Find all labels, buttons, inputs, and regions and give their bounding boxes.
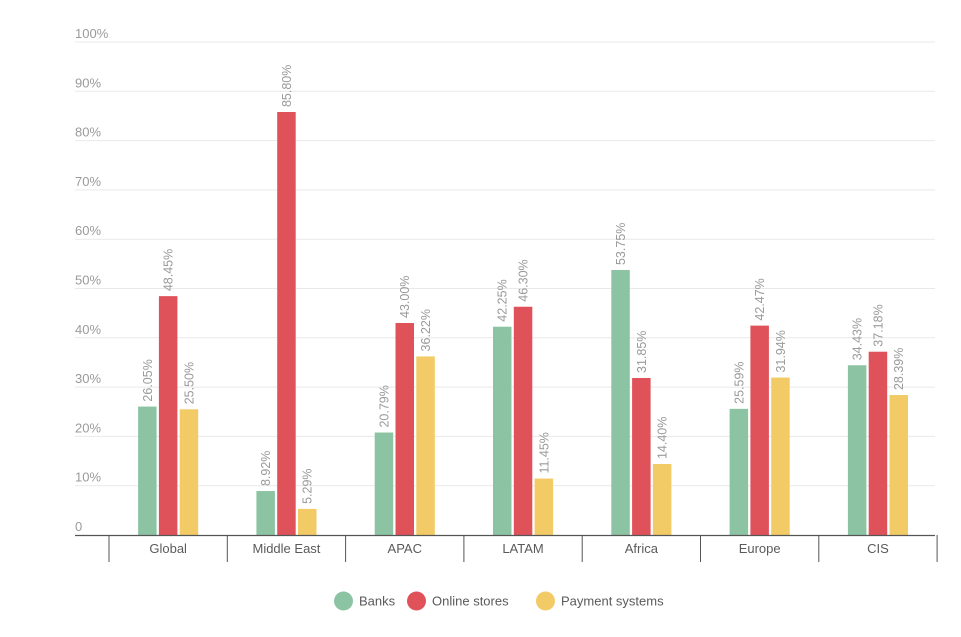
data-label-payment-systems-cis: 28.39% (892, 348, 906, 390)
y-tick-label-100: 100% (75, 26, 109, 41)
y-tick-label-40: 40% (75, 322, 101, 337)
data-label-banks-global: 26.05% (141, 359, 155, 401)
bar-banks-apac (374, 432, 394, 535)
legend-item-payment-systems: Payment systems (536, 591, 664, 611)
data-label-online-stores-middle-east: 85.80% (280, 65, 294, 107)
y-axis-ticks: 0 10% 20% 30% 40% 50% 60% 70% 80% 90% 100% (75, 26, 109, 534)
legend-label-payment-systems: Payment systems (561, 594, 664, 609)
legend-swatch-banks (334, 591, 353, 611)
bar-banks-global (138, 406, 157, 535)
data-label-online-stores-europe: 42.47% (753, 278, 767, 320)
bar-banks-cis (847, 365, 867, 535)
legend: Banks Online stores Payment systems (334, 591, 664, 611)
data-label-payment-systems-latam: 11.45% (537, 432, 551, 473)
x-tick-label-latam: LATAM (502, 541, 543, 556)
legend-item-banks: Banks (334, 591, 396, 611)
bar-online-stores-middle-east (277, 112, 296, 536)
bar-online-stores-africa (632, 377, 651, 535)
bar-payment-systems-africa (652, 464, 672, 535)
x-tick-label-cis: CIS (867, 541, 889, 556)
data-label-online-stores-global: 48.45% (162, 249, 176, 291)
bar-online-stores-latam (513, 306, 533, 535)
data-label-payment-systems-africa: 14.40% (656, 417, 670, 459)
bar-payment-systems-europe (771, 377, 790, 535)
x-tick-label-middle-east: Middle East (252, 541, 320, 556)
y-tick-label-10: 10% (75, 470, 101, 485)
y-tick-label-0: 0 (75, 519, 82, 534)
data-label-payment-systems-middle-east: 5.29% (301, 468, 315, 503)
data-label-online-stores-cis: 37.18% (871, 304, 885, 346)
bar-online-stores-europe (750, 325, 769, 535)
x-axis: Global Middle East APAC LATAM Africa Europe CI… (75, 534, 938, 562)
gridlines (75, 41, 935, 487)
x-tick-label-global: Global (149, 541, 187, 556)
y-tick-label-80: 80% (75, 125, 101, 140)
data-label-banks-cis: 34.43% (851, 318, 865, 360)
bar-payment-systems-cis (889, 395, 908, 535)
data-label-banks-latam: 42.25% (496, 279, 510, 321)
legend-item-online-stores: Online stores (407, 591, 509, 611)
data-label-banks-africa: 53.75% (614, 223, 628, 265)
bar-banks-africa (611, 270, 630, 535)
x-tick-label-apac: APAC (388, 541, 422, 556)
legend-swatch-online-stores (407, 591, 426, 611)
bar-online-stores-global (158, 296, 178, 535)
bar-payment-systems-middle-east (298, 508, 317, 535)
data-label-banks-europe: 25.59% (732, 361, 746, 403)
y-tick-label-90: 90% (75, 75, 101, 90)
bar-banks-europe (729, 408, 749, 535)
legend-label-banks: Banks (359, 594, 396, 609)
bar-banks-middle-east (256, 491, 275, 535)
bars (138, 112, 908, 536)
y-tick-label-20: 20% (75, 420, 101, 435)
data-label-online-stores-latam: 46.30% (517, 259, 531, 301)
y-tick-label-60: 60% (75, 223, 101, 238)
data-label-payment-systems-global: 25.50% (182, 362, 196, 404)
x-tick-label-africa: Africa (625, 541, 659, 556)
bar-banks-latam (493, 326, 512, 535)
data-label-banks-apac: 20.79% (377, 385, 391, 427)
y-tick-label-50: 50% (75, 273, 101, 288)
data-label-payment-systems-europe: 31.94% (774, 330, 788, 372)
legend-label-online-stores: Online stores (432, 594, 509, 609)
data-labels: 26.05% 48.45% 25.50% 8.92% 85.80% 5.29% 20.79%… (141, 65, 906, 504)
y-tick-label-70: 70% (75, 174, 101, 189)
bar-payment-systems-apac (416, 356, 435, 535)
x-tick-label-europe: Europe (739, 541, 781, 556)
bar-payment-systems-global (179, 409, 199, 535)
data-label-banks-middle-east: 8.92% (259, 451, 273, 486)
data-label-online-stores-apac: 43.00% (398, 276, 412, 318)
bar-online-stores-cis (868, 351, 888, 535)
data-label-online-stores-africa: 31.85% (635, 331, 649, 373)
legend-swatch-payment-systems (536, 591, 555, 611)
bar-payment-systems-latam (534, 478, 554, 535)
y-tick-label-30: 30% (75, 371, 101, 386)
bar-online-stores-apac (395, 323, 414, 535)
data-label-payment-systems-apac: 36.22% (419, 309, 433, 351)
